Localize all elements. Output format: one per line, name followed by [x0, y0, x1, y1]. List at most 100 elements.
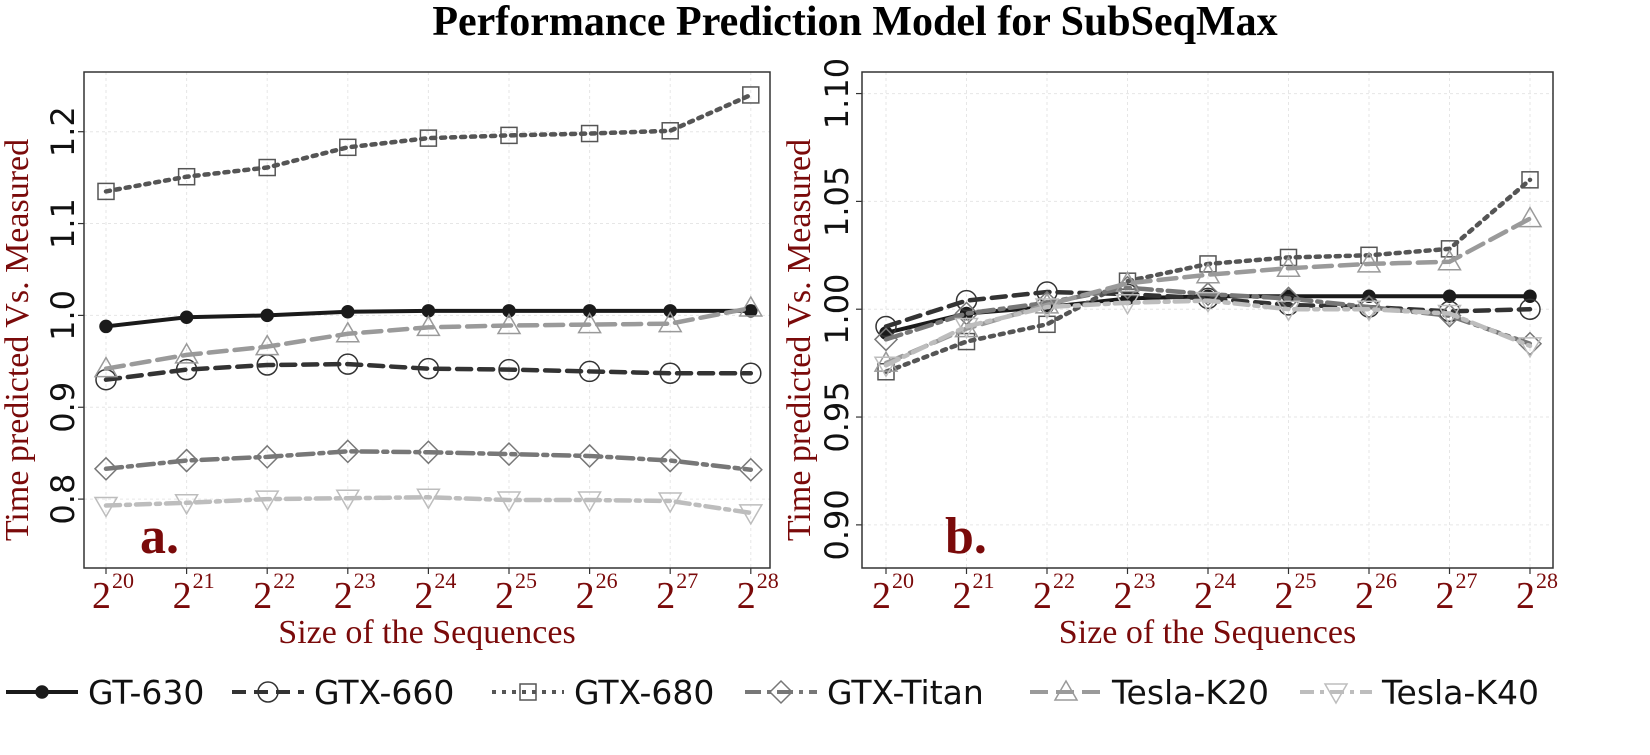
data-point [1197, 287, 1219, 310]
legend-item-gtx-680: GTX-680 [492, 673, 714, 712]
x-tick-exponent: 26 [596, 568, 618, 593]
data-point [500, 126, 518, 145]
data-point [416, 440, 441, 465]
x-axis-label: Size of the Sequences [1059, 614, 1356, 651]
data-point [99, 319, 113, 334]
x-tick-label: 2 [1355, 575, 1374, 617]
panel-tag: b. [945, 508, 987, 565]
data-point [577, 312, 602, 334]
series-line [883, 298, 1533, 368]
x-tick-label: 2 [1275, 575, 1294, 617]
data-point [1195, 262, 1221, 284]
data-point [93, 496, 119, 519]
data-point [254, 490, 280, 512]
x-tick-exponent: 21 [193, 568, 215, 593]
panel-a: 0.80.91.01.11.22 20 2 21 2 22 2 23 2 24 2 25 2 26 2 27 2… [0, 71, 779, 651]
x-tick-exponent: 25 [1295, 568, 1317, 593]
x-tick-label: 2 [1516, 575, 1535, 617]
legend-marker [1053, 679, 1079, 701]
legend: GT-630 GTX-660 GTX-680 GTX-Titan Tesla-K20 Te… [6, 673, 1539, 712]
data-point [578, 360, 601, 383]
data-point [1356, 251, 1382, 273]
data-point [657, 311, 683, 333]
legend-label: Tesla-K20 [1111, 673, 1269, 712]
y-tick-label: 1.10 [818, 58, 856, 129]
legend-item-gtx-titan: GTX-Titan [745, 673, 984, 712]
data-point [416, 314, 441, 337]
x-tick-label: 2 [414, 575, 433, 617]
x-tick-label: 2 [334, 575, 353, 617]
data-point [1276, 255, 1301, 277]
y-tick-label: 1.0 [44, 290, 82, 341]
data-point [1521, 171, 1539, 189]
x-tick-label: 2 [1194, 575, 1213, 617]
data-point [496, 491, 522, 513]
y-tick-label: 1.05 [818, 166, 856, 237]
legend-item-gtx-660: GTX-660 [232, 673, 454, 712]
series-gt-630 [99, 304, 758, 334]
data-point [1279, 248, 1298, 267]
y-tick-label: 1.2 [44, 106, 82, 157]
data-point [419, 129, 438, 147]
data-point [1195, 282, 1221, 307]
data-point [93, 356, 119, 378]
series-gtx-660 [95, 353, 762, 391]
x-tick-label: 2 [253, 575, 272, 617]
x-tick-exponent: 20 [112, 568, 134, 593]
data-point [335, 321, 361, 343]
data-point [738, 295, 764, 317]
data-point [658, 448, 683, 473]
x-tick-exponent: 25 [515, 568, 537, 593]
data-point [740, 362, 762, 385]
data-point [496, 313, 522, 335]
data-point [177, 167, 196, 186]
data-point [335, 439, 360, 464]
data-point [738, 457, 763, 482]
x-tick-exponent: 21 [973, 568, 995, 593]
data-point [873, 327, 899, 352]
data-point [1276, 300, 1301, 322]
data-point [339, 138, 357, 157]
data-point [1517, 337, 1543, 359]
data-point [1356, 295, 1382, 320]
legend-item-tesla-k40: Tesla-K40 [1300, 673, 1539, 712]
series-line [103, 449, 754, 472]
data-point [577, 491, 602, 513]
data-point [1115, 293, 1140, 316]
legend-label: Tesla-K40 [1381, 673, 1539, 712]
data-point [1440, 240, 1459, 258]
data-point [174, 448, 199, 473]
x-tick-exponent: 28 [1536, 568, 1558, 593]
legend-marker [768, 679, 794, 705]
series-line [103, 92, 754, 194]
legend-label: GTX-Titan [827, 673, 984, 712]
legend-label: GTX-660 [314, 673, 454, 712]
data-point [738, 504, 764, 526]
x-tick-exponent: 22 [273, 568, 295, 593]
x-tick-label: 2 [173, 575, 192, 617]
data-point [254, 334, 280, 356]
series-gtx-titan [93, 439, 763, 482]
series-line [103, 361, 754, 382]
x-tick-label: 2 [1436, 575, 1455, 617]
x-tick-label: 2 [953, 575, 972, 617]
legend-marker [257, 681, 279, 703]
data-point [659, 362, 681, 385]
series-tesla-k40 [93, 488, 764, 526]
data-point [1442, 289, 1457, 304]
data-point [1195, 291, 1221, 314]
x-tick-exponent: 26 [1375, 568, 1397, 593]
x-tick-exponent: 22 [1053, 568, 1075, 593]
y-tick-label: 0.8 [44, 474, 82, 525]
data-point [502, 304, 516, 318]
data-point [174, 342, 199, 364]
data-point [179, 310, 194, 324]
data-point [1038, 315, 1056, 334]
x-tick-exponent: 27 [1456, 568, 1478, 593]
data-point [577, 443, 602, 469]
data-point [663, 304, 677, 318]
data-point [335, 489, 361, 511]
chart-title: Performance Prediction Model for SubSeqM… [432, 0, 1277, 45]
legend-marker [1323, 683, 1349, 705]
